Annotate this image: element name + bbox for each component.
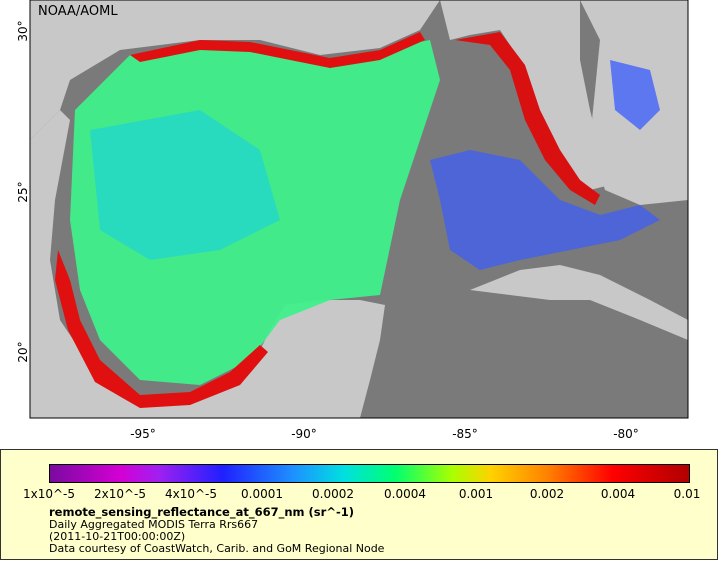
colorbar-label: 0.001	[458, 487, 494, 501]
colorbar-label: 2x10^-5	[93, 487, 147, 501]
lon-tick: -80°	[613, 427, 639, 441]
colorbar-label: 0.0002	[312, 487, 354, 501]
land-cuba	[470, 265, 688, 340]
colorbar-label: 1x10^-5	[22, 487, 76, 501]
colorbar-label: 0.002	[529, 487, 565, 501]
map-svg	[29, 0, 689, 419]
lat-tick: 25°	[16, 181, 30, 203]
land-mexico	[30, 110, 385, 418]
reflectance-cyan-patch	[90, 110, 280, 260]
colorbar-label: 0.0001	[241, 487, 283, 501]
colorbar-label: 4x10^-5	[164, 487, 218, 501]
legend-variable: remote_sensing_reflectance_at_667_nm (sr…	[49, 505, 354, 519]
legend-time: (2011-10-21T00:00:00Z)	[49, 530, 186, 543]
legend-panel: 1x10^-5 2x10^-5 4x10^-5 0.0001 0.0002 0.…	[0, 449, 718, 560]
land-us-coast	[30, 0, 610, 190]
colorbar-label: 0.004	[600, 487, 636, 501]
reflectance-red-mexico-coast	[55, 250, 268, 408]
map-panel	[29, 0, 689, 419]
reflectance-red-northern-coast	[130, 32, 425, 68]
legend-credit: Data courtesy of CoastWatch, Carib. and …	[49, 542, 385, 555]
lon-tick: -90°	[291, 427, 317, 441]
colorbar	[49, 464, 690, 483]
reflectance-blue-eastern-patch	[430, 150, 660, 270]
source-badge: NOAA/AOML	[38, 4, 118, 19]
lat-tick: 30°	[16, 20, 30, 42]
lon-tick: -85°	[452, 427, 478, 441]
colorbar-label: 0.01	[673, 487, 701, 501]
lon-tick: -95°	[130, 427, 156, 441]
legend-product: Daily Aggregated MODIS Terra Rrs667	[49, 518, 259, 531]
map-frame	[29, 0, 689, 419]
lat-tick: 20°	[16, 341, 30, 363]
reflectance-blue-florida-east	[610, 60, 660, 130]
colorbar-label: 0.0004	[384, 487, 426, 501]
reflectance-red-florida-coast	[455, 32, 600, 205]
